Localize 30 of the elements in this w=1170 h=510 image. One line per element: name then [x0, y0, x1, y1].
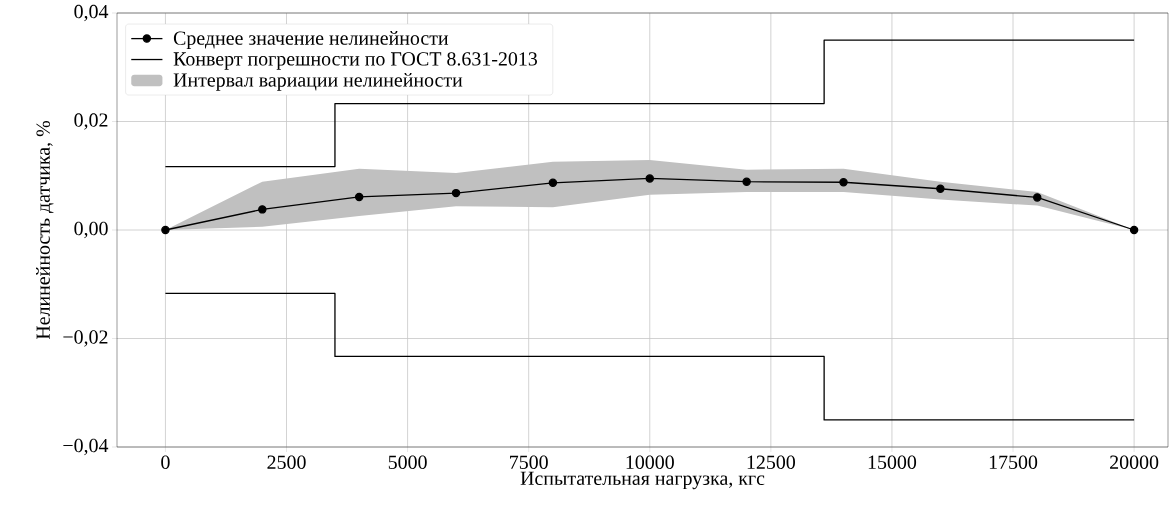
- y-tick-label: −0,02: [63, 330, 108, 347]
- y-tick-label: 0,02: [74, 113, 108, 130]
- point: [1129, 225, 1139, 235]
- x-tick-label: 7500: [510, 455, 548, 469]
- legend-label: Среднее значение нелинейности: [173, 31, 449, 49]
- x-tick-label: 12500: [747, 455, 795, 469]
- x-axis-title: Испытательная нагрузка, кгс: [520, 471, 765, 490]
- point: [839, 178, 848, 187]
- y-tick-label: 0,04: [74, 4, 109, 22]
- x-tick-label: 0: [161, 455, 170, 469]
- x-tick-label: 2500: [267, 455, 306, 469]
- point: [645, 174, 655, 183]
- point: [936, 184, 945, 194]
- y-axis-title: Нелинейность датчика, %: [36, 121, 54, 340]
- point: [161, 225, 170, 235]
- point: [742, 177, 751, 186]
- x-tick-label: 20000: [1110, 455, 1159, 469]
- x-tick-label: 15000: [868, 455, 917, 469]
- x-tick-label: 17500: [989, 455, 1038, 469]
- point: [1033, 193, 1042, 202]
- legend-label: Интервал вариации нелинейности: [173, 72, 463, 91]
- point: [354, 192, 364, 202]
- point: [548, 178, 558, 188]
- x-tick-label: 5000: [388, 455, 427, 469]
- point: [258, 205, 267, 214]
- legend-label: Конверт погрешности по ГОСТ 8.631-2013: [173, 52, 538, 70]
- y-tick-label: 0,00: [74, 221, 108, 239]
- y-tick-label: −0,04: [63, 438, 109, 456]
- point: [451, 188, 461, 198]
- x-tick-label: 10000: [626, 455, 674, 469]
